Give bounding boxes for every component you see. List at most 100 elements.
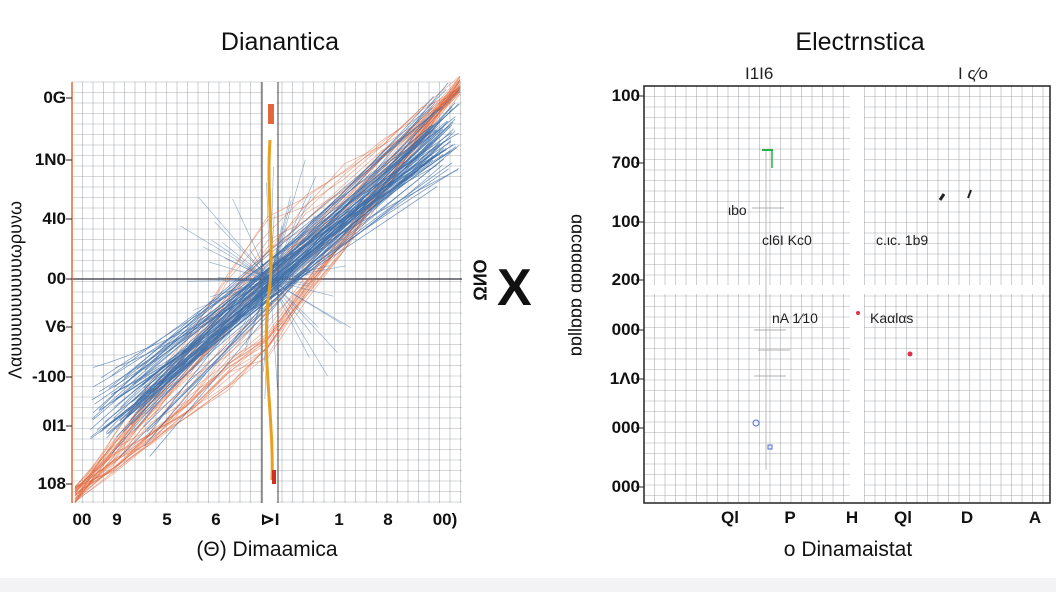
radial-line <box>234 279 271 339</box>
right-top-label-1: I1I6 <box>745 64 774 83</box>
envelope-line <box>74 85 461 491</box>
left-x-axis-label: (Θ) Dimaamica <box>196 538 338 561</box>
left-x-tick-label: 5 <box>162 510 172 529</box>
right-vertical-gap <box>850 86 864 503</box>
left-x-tick-label: 8 <box>383 510 393 529</box>
right-y-tick-label: 000 <box>611 418 640 437</box>
radial-line <box>225 279 271 282</box>
radial-line <box>249 249 271 281</box>
left-x-tick-label: 9 <box>112 510 122 529</box>
radial-line <box>269 176 316 281</box>
envelope-line <box>74 88 461 500</box>
right-y-tick-label: 1Λ0 <box>609 369 640 388</box>
right-x-tick-label: H <box>845 508 859 527</box>
blue-point <box>752 419 760 427</box>
right-x-tick-label: Ql <box>894 508 912 527</box>
bundle-line <box>99 129 436 410</box>
radial-line <box>269 195 312 281</box>
radial-line <box>269 236 323 281</box>
right-x-tick-label: D <box>960 508 974 527</box>
bundle-line <box>140 124 434 410</box>
radial-line <box>214 221 271 281</box>
red-point <box>907 351 913 357</box>
radial-line <box>269 246 300 281</box>
radial-line <box>269 279 309 287</box>
bundle-line <box>133 103 460 431</box>
left-x-tick-label: 6 <box>211 510 221 529</box>
radial-line <box>180 225 271 281</box>
radial-line <box>269 273 314 281</box>
radial-line <box>198 197 271 281</box>
red-point <box>856 311 860 315</box>
right-x-tick-label: Ql <box>721 508 739 527</box>
left-y-tick-label: 0G <box>43 88 66 107</box>
right-y-tick-label: 100 <box>611 86 640 105</box>
radial-line <box>269 279 278 392</box>
radial-line <box>269 279 338 353</box>
left-y-axis-label: Λαυυυυυυυυυυωρυνω <box>5 200 26 380</box>
radial-line <box>210 279 271 297</box>
radial-line <box>183 279 271 329</box>
left-y-tick-label: 00 <box>47 269 66 288</box>
center-marker <box>268 104 274 124</box>
left-y-tick-label: 1N0 <box>34 150 66 169</box>
radial-line <box>269 265 330 281</box>
blue-point <box>767 444 773 450</box>
radial-line <box>239 279 271 336</box>
right-chart-title: Electrnstica <box>795 28 925 56</box>
radial-line <box>211 239 271 281</box>
radial-line <box>210 279 271 334</box>
left-y-tick-label: -100 <box>31 367 66 386</box>
right-y-tick-label: 100 <box>611 212 640 231</box>
radial-line <box>232 198 271 281</box>
bundle-line <box>115 126 451 368</box>
radial-line <box>221 279 271 344</box>
annotation: ιbo <box>728 202 747 218</box>
radial-line <box>269 159 306 281</box>
left-x-tick-label: 1 <box>334 510 344 529</box>
left-x-tick-label: ⊳I <box>260 510 280 529</box>
radial-line <box>217 277 271 281</box>
radial-line <box>208 261 271 281</box>
radial-line <box>269 196 291 281</box>
right-x-tick-label: A <box>1028 508 1042 527</box>
radial-line <box>269 265 346 281</box>
radial-line <box>207 279 271 303</box>
left-y-tick-label: 4I0 <box>42 209 66 228</box>
right-horizontal-gap <box>644 285 1050 294</box>
radial-line <box>228 279 271 311</box>
radial-line <box>206 279 271 355</box>
center-marker <box>272 470 276 484</box>
annotation: Kaαlαs <box>870 310 914 326</box>
bundle-line <box>90 140 451 440</box>
bundle-line <box>108 125 444 389</box>
left-x-tick-label: 00) <box>432 510 458 529</box>
right-plot-frame <box>643 85 1051 504</box>
radial-line <box>245 279 271 346</box>
envelope-line <box>74 86 461 487</box>
left-y-tick-label: 0I1 <box>42 416 66 435</box>
center-trace <box>264 139 274 481</box>
bundle-line <box>93 96 434 388</box>
right-top-label-2: I ς⁄o <box>958 64 988 83</box>
left-y-tick-label: 108 <box>37 474 66 493</box>
radial-line <box>224 257 271 281</box>
bundle-line <box>105 89 447 433</box>
right-y-tick-label: 000 <box>611 477 640 496</box>
left-x-tick-label: 00 <box>72 510 92 529</box>
right-y-tick-label: 000 <box>611 320 640 339</box>
left-chart-title: Dianantica <box>220 28 340 56</box>
bundle-line <box>115 106 442 430</box>
radial-line <box>269 279 310 358</box>
radial-line <box>221 241 271 281</box>
annotation: cl6I Kc0 <box>762 232 812 248</box>
left-right-axis-label: ΩИО <box>470 259 491 301</box>
right-y-tick-label: 700 <box>611 153 640 172</box>
radial-line <box>269 279 342 324</box>
radial-line <box>269 279 312 334</box>
dark-mark <box>938 193 946 201</box>
bottom-strip <box>0 578 1056 592</box>
radial-line <box>269 228 287 281</box>
bundle-line <box>131 155 434 411</box>
